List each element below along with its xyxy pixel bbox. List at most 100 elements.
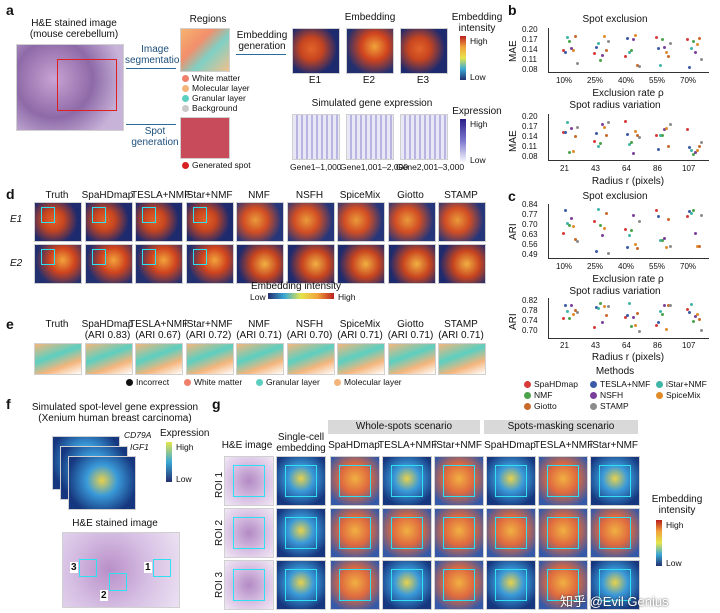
scatter-point: [576, 126, 579, 130]
scatter-point: [686, 307, 689, 311]
scatter-point: [601, 320, 604, 324]
scatter-point: [657, 321, 660, 325]
g-roi-box: [285, 569, 317, 601]
g-map-r1-c1: [276, 508, 326, 558]
g-low: Low: [666, 558, 682, 568]
scatter-point: [572, 149, 575, 153]
g-roi-box: [443, 465, 475, 497]
scatter-point: [574, 238, 577, 242]
e-map-4: [236, 343, 284, 375]
g-map-r0-c7: [590, 456, 640, 506]
a-emb-intensity-1: Embedding: [451, 12, 503, 23]
d-cbar-label: Embedding intensity: [250, 281, 342, 292]
scatter-point: [624, 316, 627, 320]
scatter-point: [688, 209, 691, 213]
f-expr-map-front: [68, 456, 136, 510]
c-bottom-ytick-0: 0.82: [522, 296, 538, 305]
e-map-5: [286, 343, 335, 375]
scatter-point: [566, 310, 569, 314]
g-method-col-1: TESLA+NMF: [378, 440, 438, 451]
scatter-point: [603, 227, 606, 231]
scatter-point: [688, 311, 691, 315]
a-emb-colorbar: [460, 36, 466, 80]
g-roi-box: [443, 569, 475, 601]
d-map-r0-c3: [185, 202, 234, 242]
f-title-2: (Xenium human breast carcinoma): [38, 413, 192, 424]
scatter-point: [665, 328, 668, 332]
b-top-ytick-1: 0.17: [522, 35, 538, 44]
b-bottom-xtick-4: 107: [682, 164, 696, 173]
scatter-point: [667, 304, 670, 308]
embedding-e3: [400, 28, 448, 74]
g-method-col-0: SpaHDmap: [328, 440, 380, 451]
d-col-4: NMF: [248, 190, 270, 201]
b-bottom-xtick-3: 86: [653, 164, 662, 173]
scatter-point: [634, 129, 637, 133]
b-bottom-ytick-4: 0.08: [522, 152, 538, 161]
scatter-point: [624, 119, 627, 123]
scatter-point: [636, 247, 639, 251]
d-row-e2: E2: [10, 258, 23, 269]
scatter-point: [634, 33, 637, 37]
c-top-xtick-3: 55%: [649, 262, 666, 271]
g-map-r1-c0: [224, 508, 274, 558]
scatter-point: [564, 303, 567, 307]
d-roi-box: [91, 249, 106, 265]
d-map-r0-c0: [34, 202, 82, 242]
scatter-point: [655, 133, 658, 137]
scatter-point: [605, 211, 608, 215]
scatter-point: [607, 39, 610, 43]
gene-map-1: [292, 114, 340, 160]
d-map-r0-c5: [286, 202, 335, 242]
gene-map-3: [400, 114, 448, 160]
a-embedding-title: Embedding: [344, 12, 396, 23]
scatter-point: [665, 246, 668, 250]
e-map-0: [34, 343, 82, 375]
scatter-point: [566, 35, 569, 39]
scatter-point: [630, 228, 633, 232]
scatter-point: [599, 223, 602, 227]
scatter-point: [661, 312, 664, 316]
a-emb-low: Low: [470, 72, 486, 82]
d-col-8: STAMP: [444, 190, 478, 201]
e-legend-incorrect: Incorrect: [126, 377, 169, 387]
b-bottom-ytick-0: 0.20: [522, 112, 538, 121]
panel-label-e: e: [6, 316, 14, 332]
scatter-point: [599, 141, 602, 145]
scatter-point: [636, 133, 639, 137]
c-top-ytick-1: 0.77: [522, 210, 538, 219]
scatter-point: [690, 148, 693, 152]
d-map-r1-c7: [387, 244, 436, 284]
scatter-point: [659, 239, 662, 243]
scatter-point: [624, 228, 627, 232]
gene-label-1: Gene1–1,000: [290, 162, 342, 172]
method-nmf: NMF: [524, 390, 552, 400]
b-top-title: Spot exclusion: [582, 14, 648, 25]
scatter-point: [667, 218, 670, 222]
scatter-point: [659, 134, 662, 138]
scatter-point: [564, 51, 567, 55]
scatter-point: [638, 64, 641, 68]
gene-label-3: Gene2,001–3,000: [396, 162, 465, 172]
c-top-ytick-4: 0.56: [522, 240, 538, 249]
f-he-title: H&E stained image: [72, 518, 158, 529]
c-top-xtick-4: 70%: [680, 262, 697, 271]
scatter-point: [562, 232, 565, 236]
scatter-point: [669, 122, 672, 126]
e-legend-white-matter: White matter: [184, 377, 242, 387]
f-low: Low: [176, 474, 192, 484]
d-col-3: iStar+NMF: [184, 190, 233, 201]
scatter-point: [694, 231, 697, 235]
scatter-point: [634, 324, 637, 328]
b-top-xtick-1: 25%: [587, 76, 604, 85]
a-expr-colorbar: [460, 119, 466, 163]
scatter-point: [686, 127, 689, 131]
d-map-r0-c1: [84, 202, 133, 242]
d-cbar-low: Low: [250, 292, 266, 302]
g-map-r1-c2: [330, 508, 380, 558]
g-map-r2-c4: [434, 560, 484, 610]
gene-label-2: Gene1,001–2,000: [340, 162, 409, 172]
scatter-point: [638, 219, 641, 223]
g-map-r2-c5: [486, 560, 536, 610]
c-top-xtick-1: 25%: [587, 262, 604, 271]
